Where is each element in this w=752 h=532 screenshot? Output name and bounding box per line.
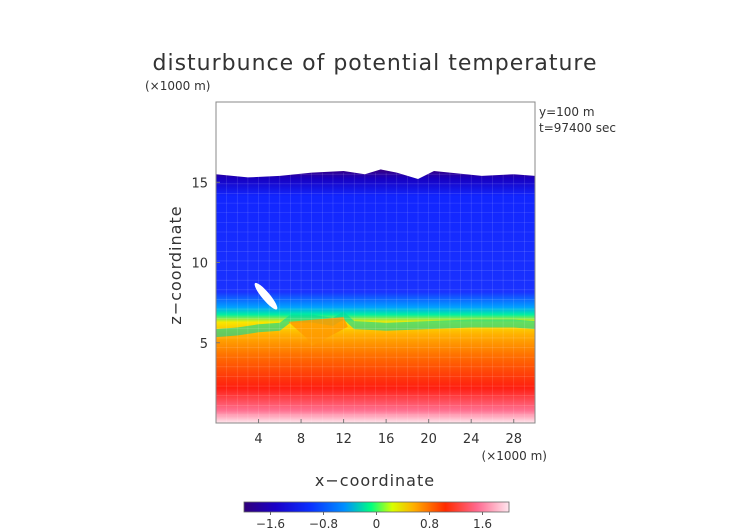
x-tick-label: 24 [463, 432, 480, 447]
chart-title: disturbunce of potential temperature [153, 51, 598, 76]
colorbar-tick-label: 1.6 [473, 517, 492, 531]
warm-intrusion [288, 317, 348, 346]
colorbar-tick-label: −0.8 [309, 517, 338, 531]
colorbar-tick-label: 0 [373, 517, 381, 531]
colorbar-ticks: −1.6 −0.8 0 0.8 1.6 [256, 512, 492, 531]
contour-texture [216, 172, 535, 423]
x-unit-label: (×1000 m) [482, 449, 547, 463]
annotation-y: y=100 m [539, 105, 595, 119]
x-axis-ticks: 4 8 12 16 20 24 28 [254, 419, 522, 447]
annotation-time: t=97400 sec [539, 121, 616, 135]
colorbar-tick-label: 0.8 [420, 517, 439, 531]
x-tick-label: 16 [378, 432, 395, 447]
colorbar-tick-label: −1.6 [256, 517, 285, 531]
potential-temperature-field [216, 169, 535, 423]
undefined-region [254, 282, 278, 310]
colorbar [243, 501, 510, 513]
x-tick-label: 28 [505, 432, 522, 447]
x-axis-label: x−coordinate [315, 471, 435, 490]
interface-band [216, 311, 535, 338]
field-body [216, 169, 535, 423]
x-tick-label: 20 [420, 432, 437, 447]
y-tick-label: 15 [191, 176, 208, 191]
y-tick-label: 5 [200, 337, 208, 352]
x-tick-label: 8 [297, 432, 305, 447]
x-tick-label: 12 [335, 432, 352, 447]
y-tick-label: 10 [191, 257, 208, 272]
y-axis-ticks: 5 10 15 [191, 176, 220, 352]
x-tick-label: 4 [254, 432, 262, 447]
z-unit-label: (×1000 m) [145, 79, 210, 93]
y-axis-label: z−coordinate [166, 205, 185, 324]
